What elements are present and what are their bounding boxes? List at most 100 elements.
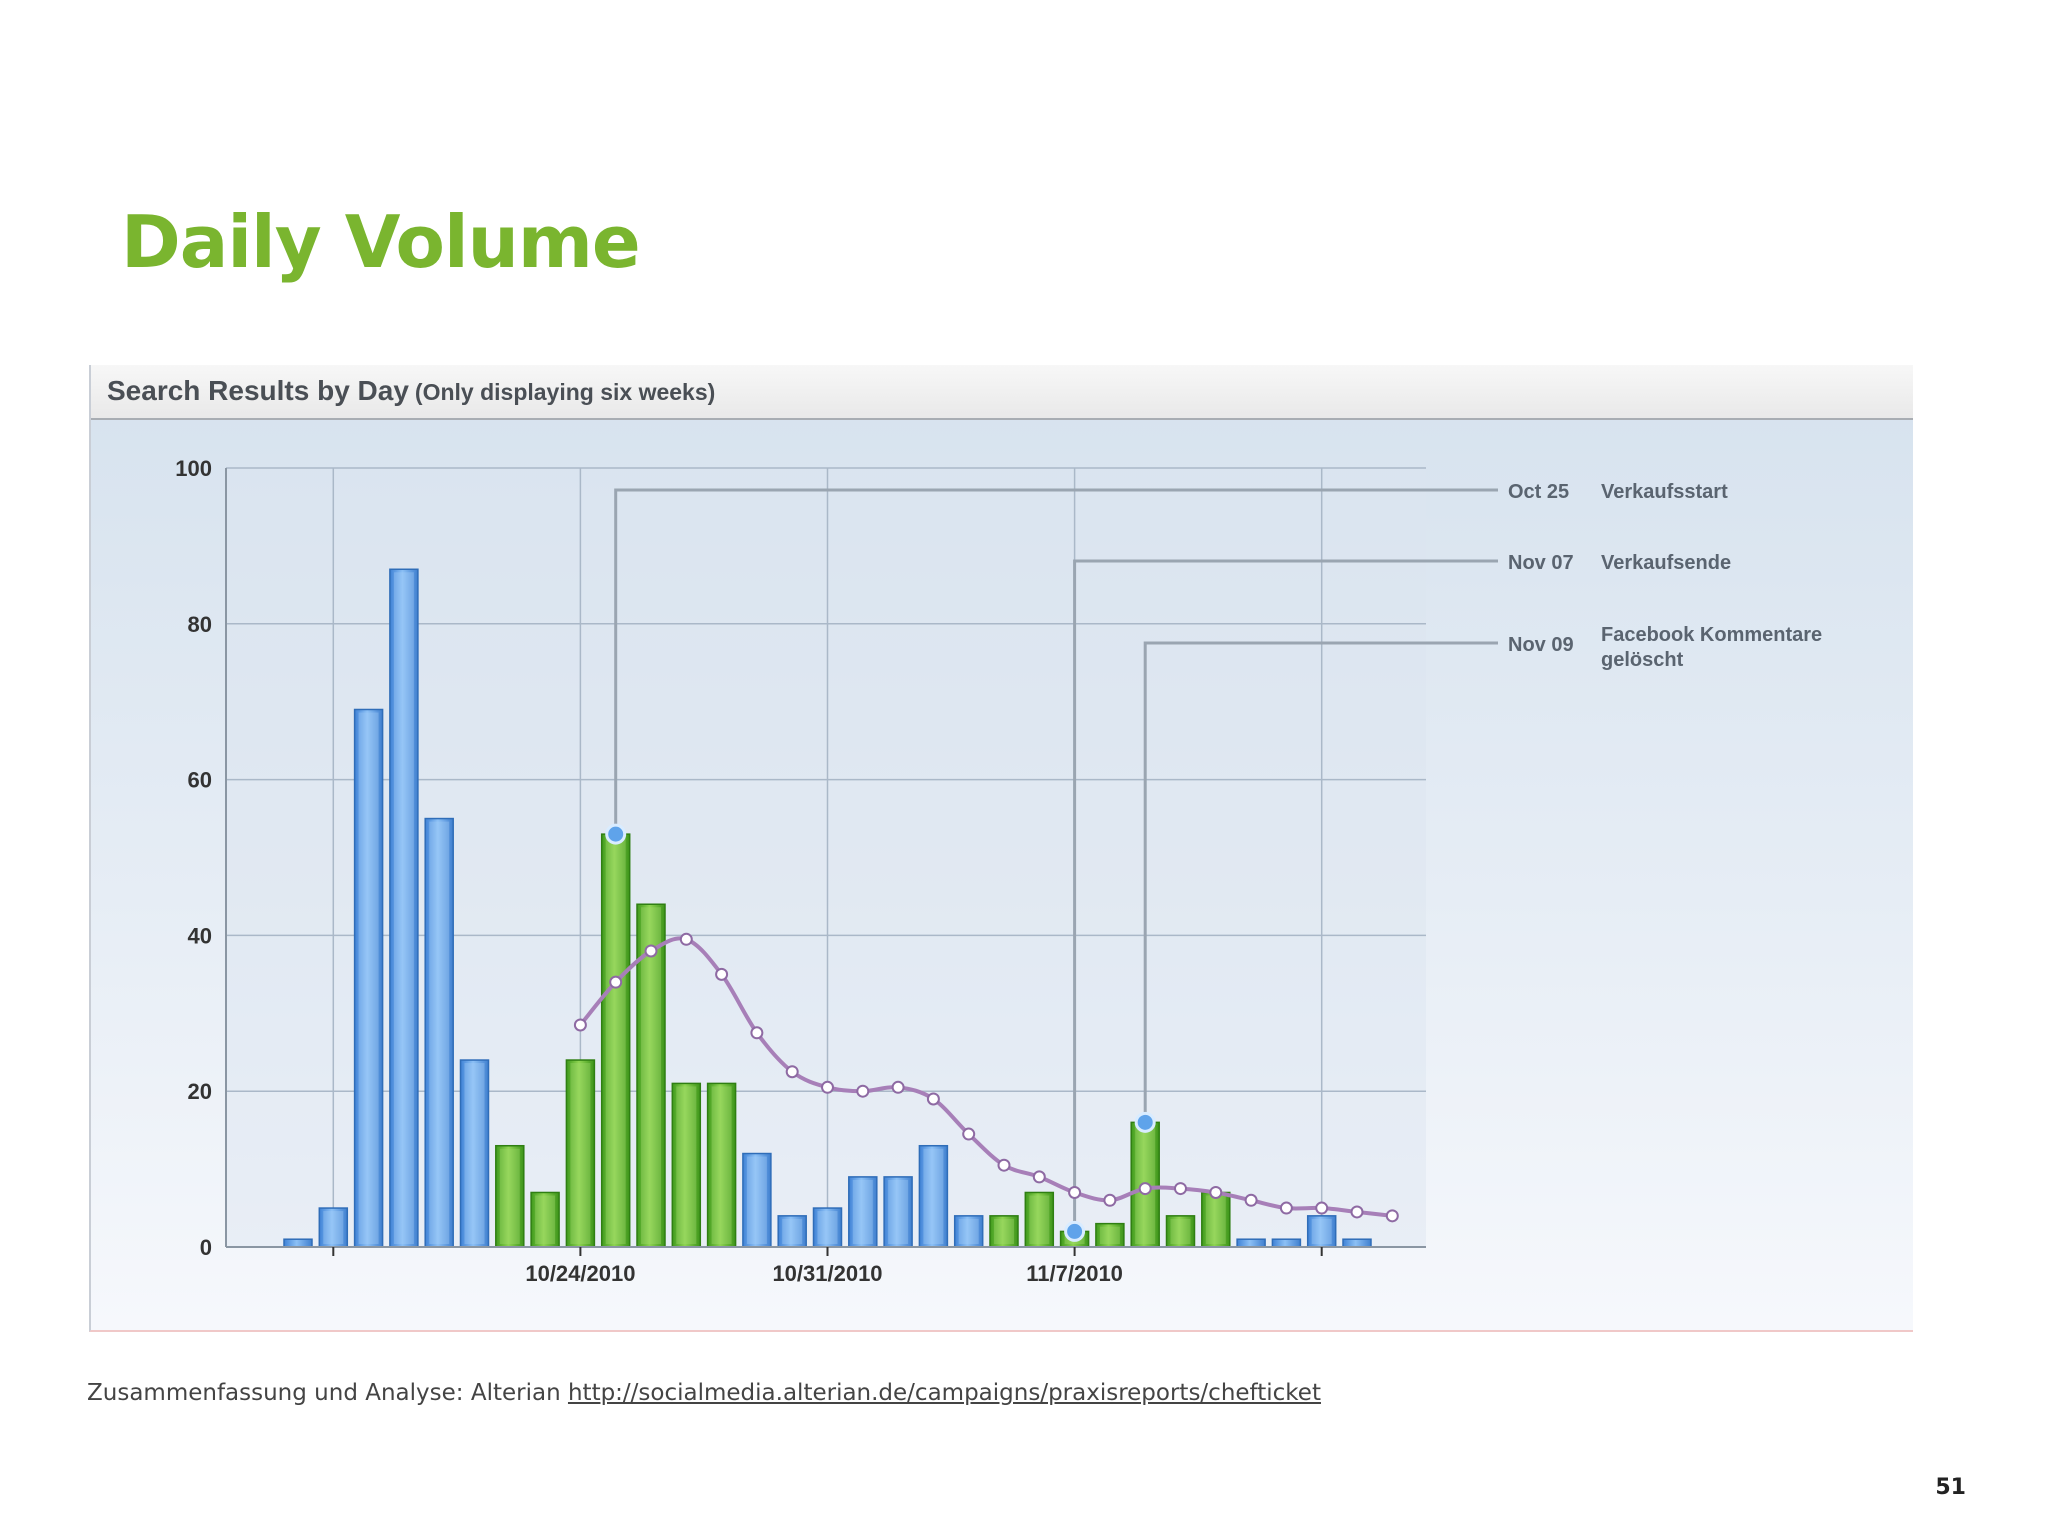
bar-highlight xyxy=(1029,1195,1050,1244)
chart-header: Search Results by Day (Only displaying si… xyxy=(91,365,1913,420)
annotation-text: Facebook Kommentare xyxy=(1601,624,1822,646)
bar xyxy=(1095,1222,1125,1248)
bar xyxy=(283,1238,313,1248)
bar-body xyxy=(636,903,666,1248)
bar-body xyxy=(671,1082,702,1248)
bar xyxy=(1271,1238,1302,1248)
trend-layer xyxy=(573,823,1399,1242)
bar-body xyxy=(1024,1191,1055,1248)
bar xyxy=(530,1191,560,1248)
bar-highlight xyxy=(1170,1218,1191,1244)
annotation-marker xyxy=(605,823,627,845)
chart-panel: 0 20 40 60 80 100 10/24/2010 10/31/2010 11/7/201… xyxy=(89,365,1913,1332)
annotation-marker xyxy=(1134,1111,1156,1133)
bar xyxy=(1236,1238,1266,1248)
bar-highlight xyxy=(676,1086,697,1244)
bar-highlight xyxy=(958,1218,979,1244)
bar xyxy=(953,1215,984,1248)
bar-body xyxy=(495,1144,525,1248)
bar-body xyxy=(530,1191,560,1248)
bar xyxy=(918,1144,949,1248)
callout-layer: Oct 25 Verkaufsstart Nov 07 Verkaufsende Nov… xyxy=(1508,481,1822,671)
bar xyxy=(1024,1191,1055,1248)
bar-body xyxy=(1271,1238,1302,1248)
bar xyxy=(989,1215,1019,1248)
y-tick-label: 60 xyxy=(188,768,212,793)
bar-highlight xyxy=(393,572,414,1244)
trend-point xyxy=(926,1092,940,1106)
bar-body xyxy=(918,1144,949,1248)
x-tick-label: 10/31/2010 xyxy=(772,1261,882,1286)
source-link[interactable]: http://socialmedia.alterian.de/campaigns… xyxy=(567,1380,1321,1406)
bar xyxy=(495,1144,525,1248)
bar-highlight xyxy=(1311,1218,1332,1244)
bar-highlight xyxy=(746,1156,767,1244)
bar-highlight xyxy=(1099,1226,1120,1244)
bar-body xyxy=(848,1176,878,1248)
bar xyxy=(600,833,631,1248)
trend-point xyxy=(1209,1185,1223,1199)
trend-point xyxy=(1032,1170,1046,1184)
trend-point xyxy=(609,975,623,989)
trend-point xyxy=(1385,1209,1399,1223)
bar-body xyxy=(1236,1238,1266,1248)
trend-point xyxy=(1279,1201,1293,1215)
bar-highlight xyxy=(923,1148,944,1244)
bar xyxy=(1342,1238,1372,1248)
y-tick-label: 20 xyxy=(188,1079,212,1104)
bar-body xyxy=(1342,1238,1372,1248)
annotation-layer xyxy=(614,488,1498,1232)
bar-body xyxy=(459,1059,490,1248)
bar-highlight xyxy=(570,1063,591,1244)
bar-body xyxy=(353,708,384,1248)
annotation-leader xyxy=(1143,641,1498,1123)
annotation-date: Nov 07 xyxy=(1508,552,1574,574)
bar xyxy=(848,1176,878,1248)
bar-highlight xyxy=(711,1086,732,1244)
bar xyxy=(565,1059,596,1248)
annotation-text: Verkaufsstart xyxy=(1601,481,1728,503)
annotation-leader xyxy=(614,488,1498,835)
trend-point xyxy=(1068,1185,1082,1199)
annotation-leader xyxy=(1073,559,1498,1232)
slide-title: Daily Volume xyxy=(121,200,641,284)
bar-body xyxy=(389,568,419,1248)
bar-body xyxy=(283,1238,313,1248)
bar xyxy=(671,1082,702,1248)
bar-highlight xyxy=(464,1063,485,1244)
bar-body xyxy=(600,833,631,1248)
annotation-marker xyxy=(1064,1220,1086,1242)
bar-highlight xyxy=(782,1218,803,1244)
trend-point xyxy=(1244,1193,1258,1207)
bar-highlight xyxy=(605,837,626,1244)
x-tick-label: 10/24/2010 xyxy=(525,1261,635,1286)
bar-highlight xyxy=(323,1211,344,1244)
bar xyxy=(318,1207,349,1248)
annotation-text: Verkaufsende xyxy=(1601,552,1731,574)
bar-highlight xyxy=(429,821,450,1244)
bar xyxy=(389,568,419,1248)
bar xyxy=(1165,1215,1196,1248)
bar xyxy=(636,903,666,1248)
bar-body xyxy=(953,1215,984,1248)
bar xyxy=(742,1152,772,1248)
bar xyxy=(424,817,454,1248)
chart-svg: 0 20 40 60 80 100 10/24/2010 10/31/2010 11/7/201… xyxy=(175,456,1822,1286)
source-prefix: Zusammenfassung und Analyse: Alterian xyxy=(87,1380,568,1406)
bar xyxy=(706,1082,737,1248)
trend-point xyxy=(644,944,658,958)
page-number: 51 xyxy=(1935,1475,1966,1500)
bars-layer xyxy=(283,568,1372,1248)
bar xyxy=(353,708,384,1248)
bar-highlight xyxy=(358,712,379,1244)
trend-point xyxy=(1350,1205,1364,1219)
trend-point xyxy=(1138,1182,1152,1196)
trend-point xyxy=(1174,1182,1187,1196)
trend-point xyxy=(785,1065,799,1079)
bar xyxy=(459,1059,490,1248)
bar-highlight xyxy=(641,907,661,1244)
bar-body xyxy=(565,1059,596,1248)
trend-point xyxy=(856,1084,870,1098)
trend-point xyxy=(1315,1201,1329,1215)
trend-point xyxy=(1103,1193,1117,1207)
